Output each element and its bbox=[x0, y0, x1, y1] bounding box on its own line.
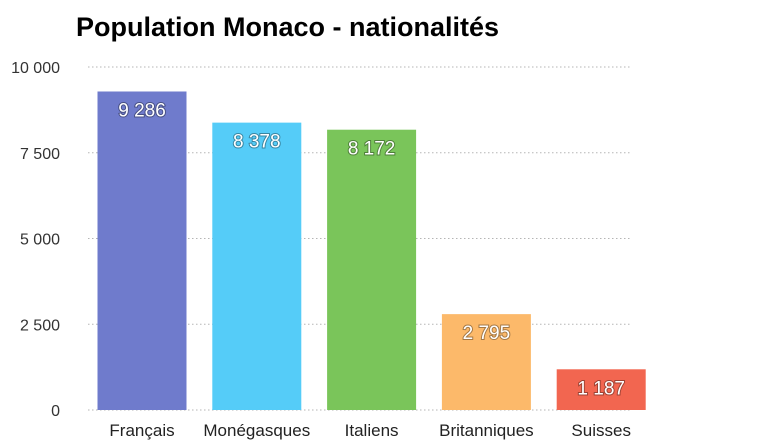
chart-title: Population Monaco - nationalités bbox=[76, 12, 500, 42]
data-label: 8 378 bbox=[233, 132, 281, 153]
x-tick-label: Italiens bbox=[345, 421, 399, 440]
y-tick-label: 7 500 bbox=[20, 146, 60, 163]
bars: 9 286 8 378 8 172 2 795 1 187 bbox=[97, 91, 646, 411]
data-label: 1 187 bbox=[577, 378, 625, 399]
bar-suisses bbox=[556, 369, 646, 410]
y-tick-label: 2 500 bbox=[20, 317, 60, 334]
y-tick-label: 5 000 bbox=[20, 232, 60, 249]
x-tick-label: Français bbox=[109, 421, 174, 440]
bar-britanniques bbox=[441, 314, 531, 410]
x-tick-label: Suisses bbox=[571, 421, 631, 440]
data-label: 8 172 bbox=[348, 139, 396, 160]
x-tick-label: Monégasques bbox=[203, 421, 310, 440]
bar-francais bbox=[97, 91, 187, 410]
y-axis-ticks: 0 2 500 5 000 7 500 10 000 bbox=[11, 60, 60, 420]
data-label: 9 286 bbox=[118, 100, 166, 121]
x-tick-label: Britanniques bbox=[439, 421, 534, 440]
y-tick-label: 10 000 bbox=[11, 60, 60, 77]
x-axis-labels: Français Monégasques Italiens Britanniques S… bbox=[109, 421, 631, 440]
data-label: 2 795 bbox=[463, 323, 511, 344]
y-tick-label: 0 bbox=[51, 403, 60, 420]
bar-monegasques bbox=[212, 122, 302, 411]
bar-italiens bbox=[327, 129, 417, 411]
